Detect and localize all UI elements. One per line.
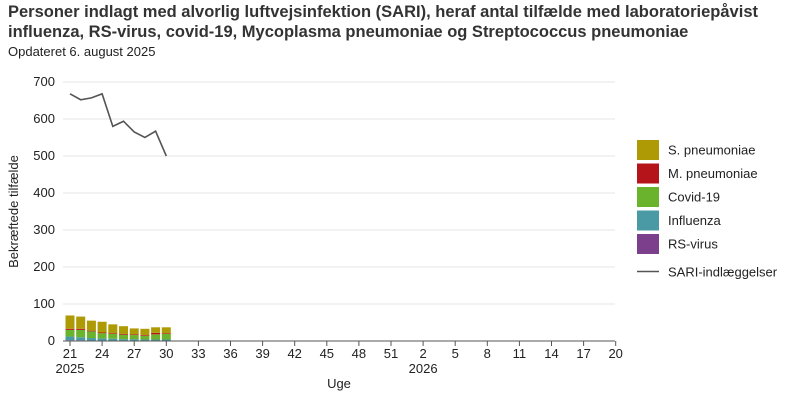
bar-influenza-week-26 bbox=[119, 339, 128, 341]
chart-title: Personer indlagt med alvorlig luftvejsin… bbox=[8, 3, 758, 41]
bar-influenza-week-27 bbox=[129, 339, 139, 341]
y-axis-title: Bekræftede tilfælde bbox=[6, 155, 21, 268]
bar-m-pneumoniae-week-28 bbox=[140, 335, 150, 336]
year-label: 2026 bbox=[409, 361, 438, 376]
bar-influenza-week-23 bbox=[86, 338, 96, 341]
x-tick-label: 51 bbox=[384, 346, 398, 361]
sari-line bbox=[69, 92, 168, 157]
x-tick-label: 33 bbox=[191, 346, 205, 361]
y-tick-label: 100 bbox=[33, 296, 55, 311]
axes: 0 100 200 300 400 500 600 700 21 24 27 30 33 36 39 42 45… bbox=[6, 74, 623, 391]
x-tick-label: 36 bbox=[223, 346, 237, 361]
bar-influenza-week-22 bbox=[76, 337, 86, 341]
legend-label: SARI-indlæggelser bbox=[668, 265, 778, 280]
bar-m-pneumoniae-week-25 bbox=[108, 333, 118, 334]
bar-m-pneumoniae-week-29 bbox=[151, 332, 161, 335]
y-tick-label: 700 bbox=[33, 74, 55, 89]
x-tick-label: 24 bbox=[95, 346, 109, 361]
bar-influenza-week-30 bbox=[161, 339, 171, 341]
bar-s-pneumoniae-week-24 bbox=[97, 321, 107, 333]
x-tick-label: 20 bbox=[608, 346, 622, 361]
y-tick-label: 500 bbox=[33, 148, 55, 163]
bar-covid-19-week-25 bbox=[108, 333, 118, 339]
bar-s-pneumoniae-week-25 bbox=[108, 324, 118, 334]
bar-s-pneumoniae-week-30 bbox=[161, 327, 171, 334]
bar-covid-19-week-23 bbox=[86, 331, 96, 339]
bar-influenza-week-29 bbox=[151, 339, 161, 341]
x-tick-label: 48 bbox=[352, 346, 366, 361]
bar-m-pneumoniae-week-24 bbox=[97, 332, 107, 334]
legend-swatch bbox=[637, 163, 659, 184]
stacked-bars bbox=[65, 315, 171, 341]
y-tick-label: 200 bbox=[33, 259, 55, 274]
bar-s-pneumoniae-week-26 bbox=[119, 326, 128, 334]
legend-swatch bbox=[637, 187, 659, 207]
bar-s-pneumoniae-week-21 bbox=[65, 315, 75, 329]
bar-covid-19-week-24 bbox=[97, 333, 107, 339]
bar-m-pneumoniae-week-22 bbox=[76, 328, 86, 330]
bar-covid-19-week-27 bbox=[129, 335, 139, 340]
bar-m-pneumoniae-week-27 bbox=[129, 334, 139, 336]
bar-s-pneumoniae-week-22 bbox=[76, 316, 86, 329]
legend-label: M. pneumoniae bbox=[668, 166, 758, 181]
legend-swatch bbox=[637, 140, 659, 160]
bar-s-pneumoniae-week-23 bbox=[86, 320, 96, 331]
bar-influenza-week-25 bbox=[108, 338, 118, 341]
y-tick-label: 0 bbox=[48, 333, 55, 348]
x-tick-label: 11 bbox=[513, 346, 527, 361]
bar-covid-19-week-28 bbox=[140, 335, 150, 340]
x-tick-label: 42 bbox=[287, 346, 301, 361]
chart-subtitle: Opdateret 6. august 2025 bbox=[8, 44, 156, 59]
bar-m-pneumoniae-week-21 bbox=[65, 328, 75, 330]
legend-label: RS-virus bbox=[668, 237, 718, 252]
bar-covid-19-week-26 bbox=[119, 334, 128, 340]
bar-covid-19-week-30 bbox=[161, 333, 171, 340]
x-tick-label: 5 bbox=[452, 346, 459, 361]
bar-s-pneumoniae-week-29 bbox=[151, 327, 161, 333]
x-tick-label: 45 bbox=[320, 346, 334, 361]
bar-covid-19-week-21 bbox=[65, 329, 75, 337]
bar-covid-19-week-22 bbox=[76, 329, 86, 338]
x-tick-label: 8 bbox=[484, 346, 491, 361]
legend: S. pneumoniae M. pneumoniae Covid-19 Influe… bbox=[637, 140, 778, 280]
y-tick-label: 600 bbox=[33, 111, 55, 126]
bar-m-pneumoniae-week-23 bbox=[86, 330, 96, 332]
x-tick-label: 30 bbox=[159, 346, 173, 361]
x-tick-label: 17 bbox=[576, 346, 590, 361]
bar-s-pneumoniae-week-27 bbox=[129, 328, 139, 335]
y-tick-label: 300 bbox=[33, 222, 55, 237]
legend-swatch bbox=[637, 234, 659, 254]
x-tick-label: 27 bbox=[127, 346, 141, 361]
year-label: 2025 bbox=[56, 361, 85, 376]
x-tick-label: 2 bbox=[419, 346, 426, 361]
x-axis-title: Uge bbox=[327, 376, 351, 391]
bar-influenza-week-24 bbox=[97, 338, 107, 341]
bar-influenza-week-28 bbox=[140, 339, 150, 341]
bar-s-pneumoniae-week-28 bbox=[140, 328, 150, 336]
legend-label: Influenza bbox=[668, 213, 722, 228]
bar-m-pneumoniae-week-30 bbox=[161, 333, 171, 334]
legend-label: Covid-19 bbox=[668, 190, 720, 205]
bar-m-pneumoniae-week-26 bbox=[119, 333, 128, 335]
bar-covid-19-week-29 bbox=[151, 334, 161, 340]
y-tick-label: 400 bbox=[33, 185, 55, 200]
legend-label: S. pneumoniae bbox=[668, 143, 755, 158]
bar-influenza-week-21 bbox=[65, 336, 75, 341]
x-tick-label: 14 bbox=[544, 346, 558, 361]
x-tick-label: 21 bbox=[63, 346, 77, 361]
legend-swatch bbox=[637, 210, 659, 231]
gridlines bbox=[63, 81, 615, 305]
sari-line-layer bbox=[69, 92, 168, 157]
x-tick-label: 39 bbox=[255, 346, 269, 361]
